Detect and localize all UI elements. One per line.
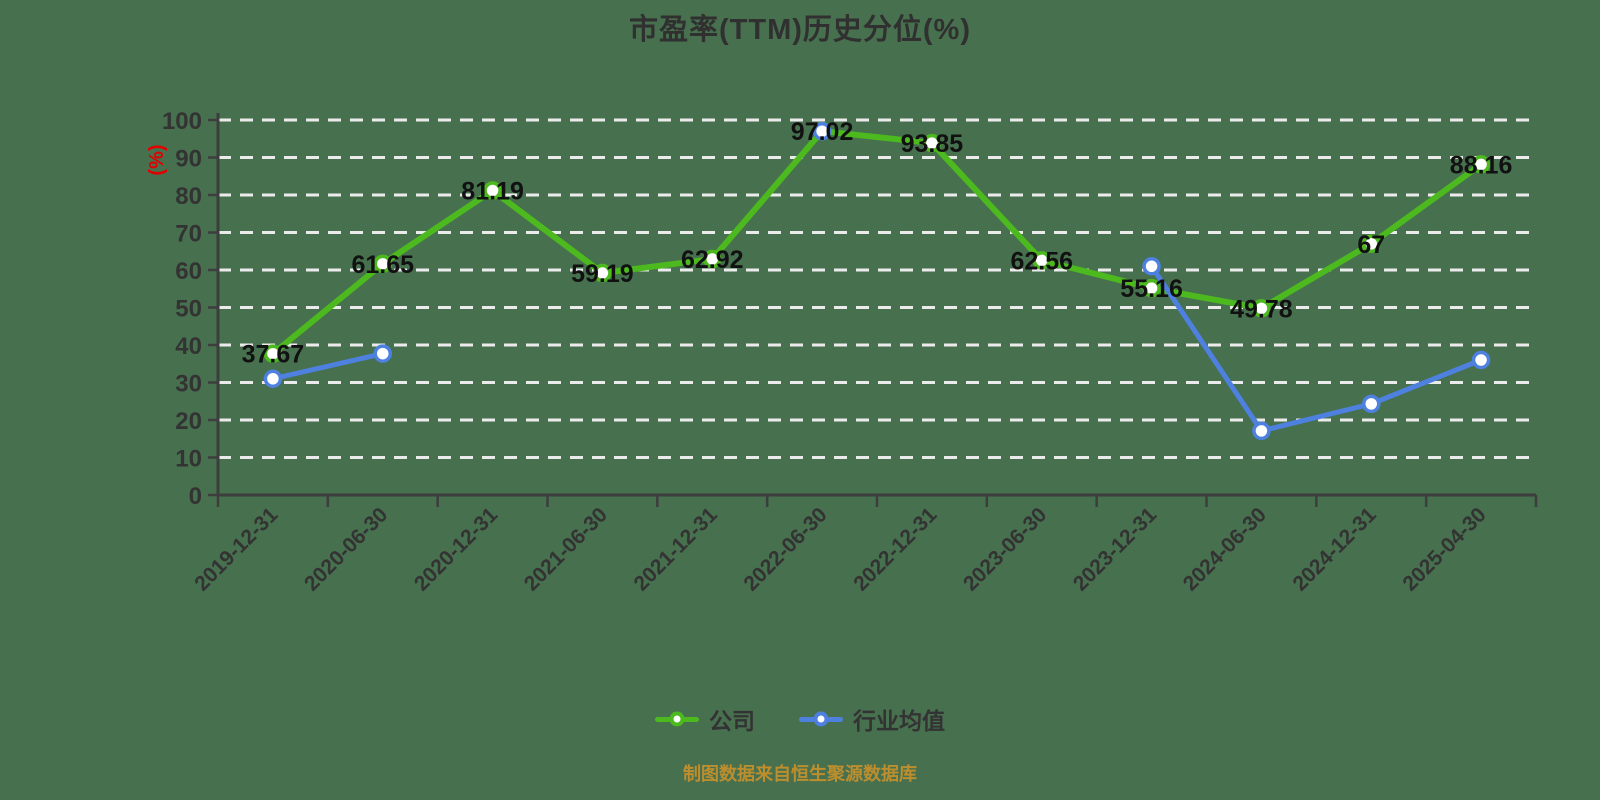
company-data-label: 93.85: [901, 130, 964, 158]
company-point[interactable]: [593, 263, 612, 283]
x-tick-label: 2023-12-31: [1069, 503, 1161, 595]
industry-point[interactable]: [1252, 421, 1271, 441]
y-tick-label: 0: [189, 483, 202, 510]
y-tick-label: 90: [175, 146, 202, 173]
company-legend-dot-icon: [669, 711, 685, 727]
x-tick-label: 2022-12-31: [849, 503, 941, 595]
company-point[interactable]: [373, 254, 392, 274]
company-point[interactable]: [1142, 278, 1161, 298]
y-tick-label: 60: [175, 258, 202, 285]
x-tick-label: 2021-12-31: [630, 503, 722, 595]
legend-label-company: 公司: [709, 708, 755, 734]
y-tick-label: 70: [175, 221, 202, 248]
company-point[interactable]: [483, 181, 502, 200]
legend-item-industry[interactable]: 行业均值: [799, 702, 945, 736]
y-tick-label: 80: [175, 183, 202, 210]
company-data-label: 81.19: [461, 178, 524, 206]
x-tick-label: 2019-12-31: [190, 503, 282, 595]
company-data-label: 97.02: [791, 118, 854, 146]
industry-line: [270, 351, 386, 382]
data-source-caption: 制图数据来自恒生聚源数据库: [683, 764, 917, 784]
company-point[interactable]: [1471, 155, 1491, 174]
x-tick-label: 2025-04-30: [1398, 503, 1490, 595]
company-data-label: 55.16: [1120, 275, 1183, 303]
company-point[interactable]: [1252, 299, 1271, 318]
y-tick-label: 10: [175, 446, 202, 473]
y-tick-label: 30: [175, 371, 202, 398]
industry-line: [1149, 263, 1484, 434]
industry-point[interactable]: [1471, 350, 1491, 370]
y-tick-label: 50: [175, 296, 202, 323]
legend-label-industry: 行业均值: [853, 708, 945, 734]
y-tick-label: 20: [175, 408, 202, 435]
company-data-label: 67: [1357, 231, 1385, 259]
company-point[interactable]: [1032, 251, 1051, 270]
x-tick-label: 2024-12-31: [1289, 503, 1381, 595]
y-tick-label: 100: [162, 108, 202, 135]
industry-legend-dot-icon: [813, 711, 829, 727]
industry-point[interactable]: [812, 122, 832, 141]
company-data-label: 62.92: [681, 246, 744, 274]
company-point[interactable]: [1362, 234, 1381, 253]
company-point[interactable]: [263, 344, 283, 363]
industry-point[interactable]: [1362, 394, 1381, 414]
company-legend-marker-icon: [655, 711, 699, 727]
x-tick-label: 2020-06-30: [300, 503, 392, 595]
industry-point[interactable]: [263, 369, 283, 388]
x-tick-label: 2021-06-30: [520, 503, 612, 595]
x-tick-label: 2022-06-30: [739, 503, 831, 595]
company-data-label: 37.67: [242, 341, 305, 369]
legend: 公司 行业均值: [0, 702, 1600, 736]
industry-point[interactable]: [373, 344, 392, 363]
company-point[interactable]: [703, 249, 722, 269]
company-data-label: 59.19: [571, 260, 634, 288]
x-tick-label: 2023-06-30: [959, 503, 1051, 595]
company-line: [269, 128, 1485, 357]
chart-title: 市盈率(TTM)历史分位(%): [628, 14, 971, 46]
company-data-label: 49.78: [1230, 295, 1293, 323]
industry-point[interactable]: [1142, 257, 1161, 276]
x-tick-label: 2024-06-30: [1179, 503, 1271, 595]
company-data-label: 88.16: [1450, 151, 1513, 179]
legend-item-company[interactable]: 公司: [655, 702, 755, 736]
industry-legend-marker-icon: [799, 711, 843, 727]
x-tick-label: 2020-12-31: [410, 503, 502, 595]
y-tick-label: 40: [175, 333, 202, 360]
company-data-label: 61.65: [351, 251, 414, 279]
company-data-label: 62.56: [1010, 247, 1073, 275]
company-point[interactable]: [922, 133, 942, 153]
